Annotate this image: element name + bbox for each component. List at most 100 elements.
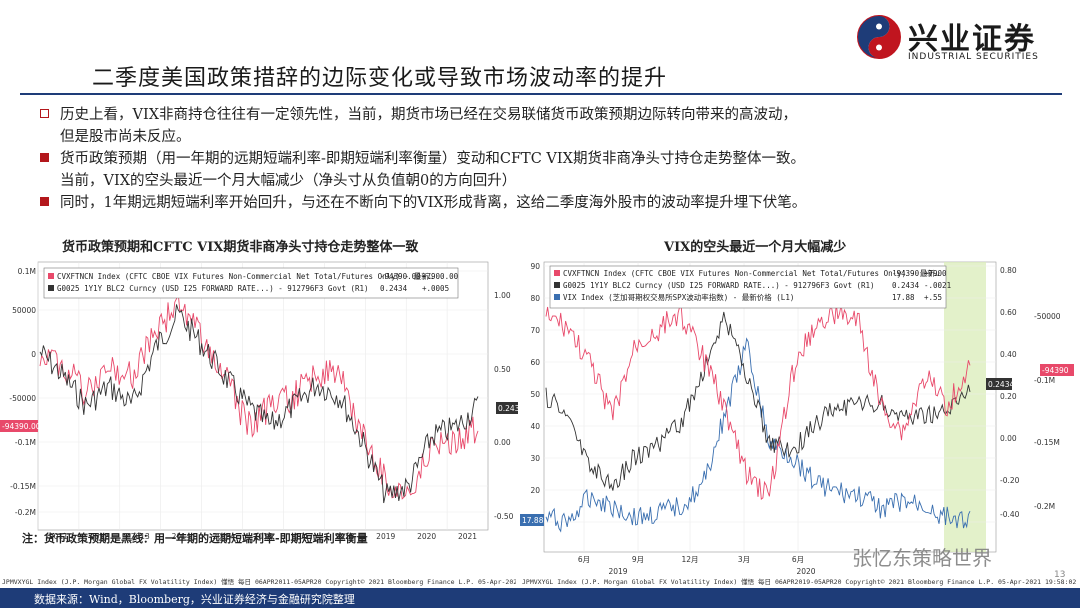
legend-label: CVXFTNCN Index (CFTC CBOE VIX Futures No…: [57, 271, 434, 281]
chart-left: 0.1M 50000 0 -50000 -0.1M -0.15M -0.2M 1.00 0.5…: [0, 256, 518, 588]
y-tick-label: 90: [530, 262, 540, 271]
x-tick-label: 2019: [376, 532, 395, 541]
x-tick-label: 6月: [578, 555, 590, 564]
x-tick-label: 2015: [213, 532, 232, 541]
legend-swatch-black: [48, 285, 54, 291]
x-tick-label: 2017: [294, 532, 313, 541]
bullet-item-2: 货币政策预期（用一年期的远期短端利率-即期短端利率衡量）变动和CFTC VIX期…: [40, 148, 1040, 192]
y3-tick-label: -0.2M: [1034, 502, 1055, 511]
x-tick-label: 12月: [681, 555, 698, 564]
bullet-marker-solid: [40, 197, 49, 206]
y2-tick-label: 0.00: [1000, 434, 1017, 443]
chart-right-heading: VIX的空头最近一个月大幅减少: [664, 240, 847, 255]
legend-value: 0.2434: [380, 284, 408, 293]
bullet-item-1: 历史上看，VIX非商持仓往往有一定领先性，当前，期货市场已经在交易联储货币政策预…: [40, 104, 1040, 148]
legend-swatch-red: [48, 273, 54, 279]
y-tick-label: 70: [530, 326, 540, 335]
y-tick-label: -50000: [9, 394, 36, 403]
chart-right-series-vix: [545, 337, 971, 533]
bullet-text-line: 但是股市尚未反应。: [60, 129, 191, 145]
chart-right-series-forward-rate: [545, 311, 971, 491]
page-title: 二季度美国政策措辞的边际变化或导致市场波动率的提升: [92, 66, 668, 91]
y2-tick-label: -0.50: [494, 512, 514, 521]
brand-emblem-icon: [857, 15, 901, 59]
legend-change: +.55: [924, 293, 942, 302]
value-tag-black-text: 0.2434: [498, 404, 518, 413]
y3-tick-label: -0.15M: [1034, 438, 1060, 447]
x-tick-label: 9月: [632, 555, 644, 564]
legend-value: 17.88: [892, 293, 915, 302]
legend-value: 0.2434: [892, 281, 920, 290]
legend-label: G0025 1Y1Y BLC2 Curncy (USD I25 FORWARD …: [563, 281, 875, 290]
y2-tick-label: 0.00: [494, 438, 511, 447]
legend-change: +.0005: [422, 284, 449, 293]
bullet-marker-solid: [40, 153, 49, 162]
x-tick-label: 2011: [49, 532, 68, 541]
page-number: 13: [1054, 570, 1066, 580]
bullet-text-line: 同时，1年期远期短端利率开始回升，与还在不断向下的VIX形成背离，这给二季度海外…: [60, 195, 807, 211]
brand-logo: 兴业证券 INDUSTRIAL SECURITIES: [856, 12, 1068, 66]
y2-tick-label: -0.40: [1000, 510, 1020, 519]
value-tag-blue: [520, 514, 544, 526]
y-tick-label: 30: [530, 454, 540, 463]
chart-left-x-axis: 2011 2012 2013 2014 2015 2016 2017 2018 2019 2020…: [49, 532, 477, 541]
value-tag-blue-text: 17.88: [522, 516, 544, 525]
bullet-marker-hollow: [40, 109, 49, 118]
chart-right-y-axis: 908070605040302010: [530, 262, 540, 527]
legend-label: G0025 1Y1Y BLC2 Curncy (USD I25 FORWARD …: [57, 284, 369, 293]
x-tick-label: 6月: [792, 555, 804, 564]
x-tick-label: 2014: [172, 532, 191, 541]
chart-left-series-cftc-vix: [39, 292, 479, 500]
y-tick-label: 60: [530, 358, 540, 367]
x-year-label: 2020: [796, 567, 815, 576]
y2-tick-label: 0.80: [1000, 266, 1017, 275]
y2-tick-label: 0.60: [1000, 308, 1017, 317]
y2-tick-label: 1.00: [494, 291, 511, 300]
x-tick-label: 2016: [253, 532, 272, 541]
y-tick-label: -0.15M: [10, 482, 36, 491]
y-tick-label: 0.1M: [18, 267, 36, 276]
footer-source: 数据来源：Wind，Bloomberg，兴业证券经济与金融研究院整理: [34, 593, 355, 606]
chart-right-y3-axis: -50000 -0.1M -0.15M -0.2M: [1034, 312, 1061, 511]
legend-change: -.0021: [924, 281, 951, 290]
x-tick-label: 2020: [417, 532, 436, 541]
y-tick-label: 50: [530, 390, 540, 399]
watermark: 张忆东策略世界: [852, 546, 992, 570]
value-tag-black: [986, 378, 1012, 390]
value-tag-black: [496, 402, 518, 414]
x-year-label: 2019: [608, 567, 627, 576]
x-tick-label: 2018: [335, 532, 354, 541]
x-tick-label: 2013: [131, 532, 150, 541]
legend-change: +7900.00: [422, 272, 459, 281]
chart-left-bloomberg-footer: JPMVXYGL Index (J.P. Morgan Global FX Vo…: [2, 578, 516, 586]
chart-right-x-axis: 6月 9月 12月 3月 6月 2019 2020: [578, 555, 816, 576]
x-tick-label: 3月: [738, 555, 750, 564]
value-tag-black-text: 0.2434: [988, 380, 1014, 389]
chart-right-series-cftc-vix: [545, 303, 971, 500]
y2-tick-label: 0.20: [1000, 392, 1017, 401]
y2-tick-label: -0.20: [1000, 476, 1020, 485]
legend-swatch-black: [554, 282, 560, 288]
bullet-text-line: 当前，VIX的空头最近一个月大幅减少（净头寸从负值朝0的方向回升）: [60, 173, 517, 189]
x-tick-label: 2012: [90, 532, 109, 541]
y-tick-label: 0: [31, 350, 36, 359]
chart-left-series-forward-rate: [39, 304, 479, 504]
chart-left-y2-axis: 1.00 0.50 0.00 -0.50: [494, 291, 514, 521]
legend-label: CVXFTNCN Index (CFTC CBOE VIX Futures No…: [563, 268, 940, 278]
legend-value: -94390.00: [380, 272, 421, 281]
x-tick-label: 2021: [458, 532, 477, 541]
chart-left-y-axis: 0.1M 50000 0 -50000 -0.1M -0.15M -0.2M: [9, 267, 36, 517]
value-tag-red-text: -94390.00: [2, 422, 41, 431]
footer-bar: [0, 588, 1080, 608]
chart-right-bloomberg-footer: JPMVXYGL Index (J.P. Morgan Global FX Vo…: [522, 578, 1077, 586]
y2-tick-label: 0.40: [1000, 350, 1017, 359]
y-tick-label: -0.1M: [15, 438, 36, 447]
legend-swatch-red: [554, 270, 560, 276]
legend-label: VIX Index (芝加哥期权交易所SPX波动率指数) - 最新价格 (L1): [563, 292, 794, 302]
brand-name-cn: 兴业证券: [908, 22, 1036, 57]
value-tag-red: [1040, 364, 1074, 376]
value-tag-red: [0, 420, 38, 432]
y-tick-label: 40: [530, 422, 540, 431]
chart-left-heading: 货币政策预期和CFTC VIX期货非商净头寸持仓走势整体一致: [62, 240, 419, 255]
y-tick-label: 80: [530, 294, 540, 303]
